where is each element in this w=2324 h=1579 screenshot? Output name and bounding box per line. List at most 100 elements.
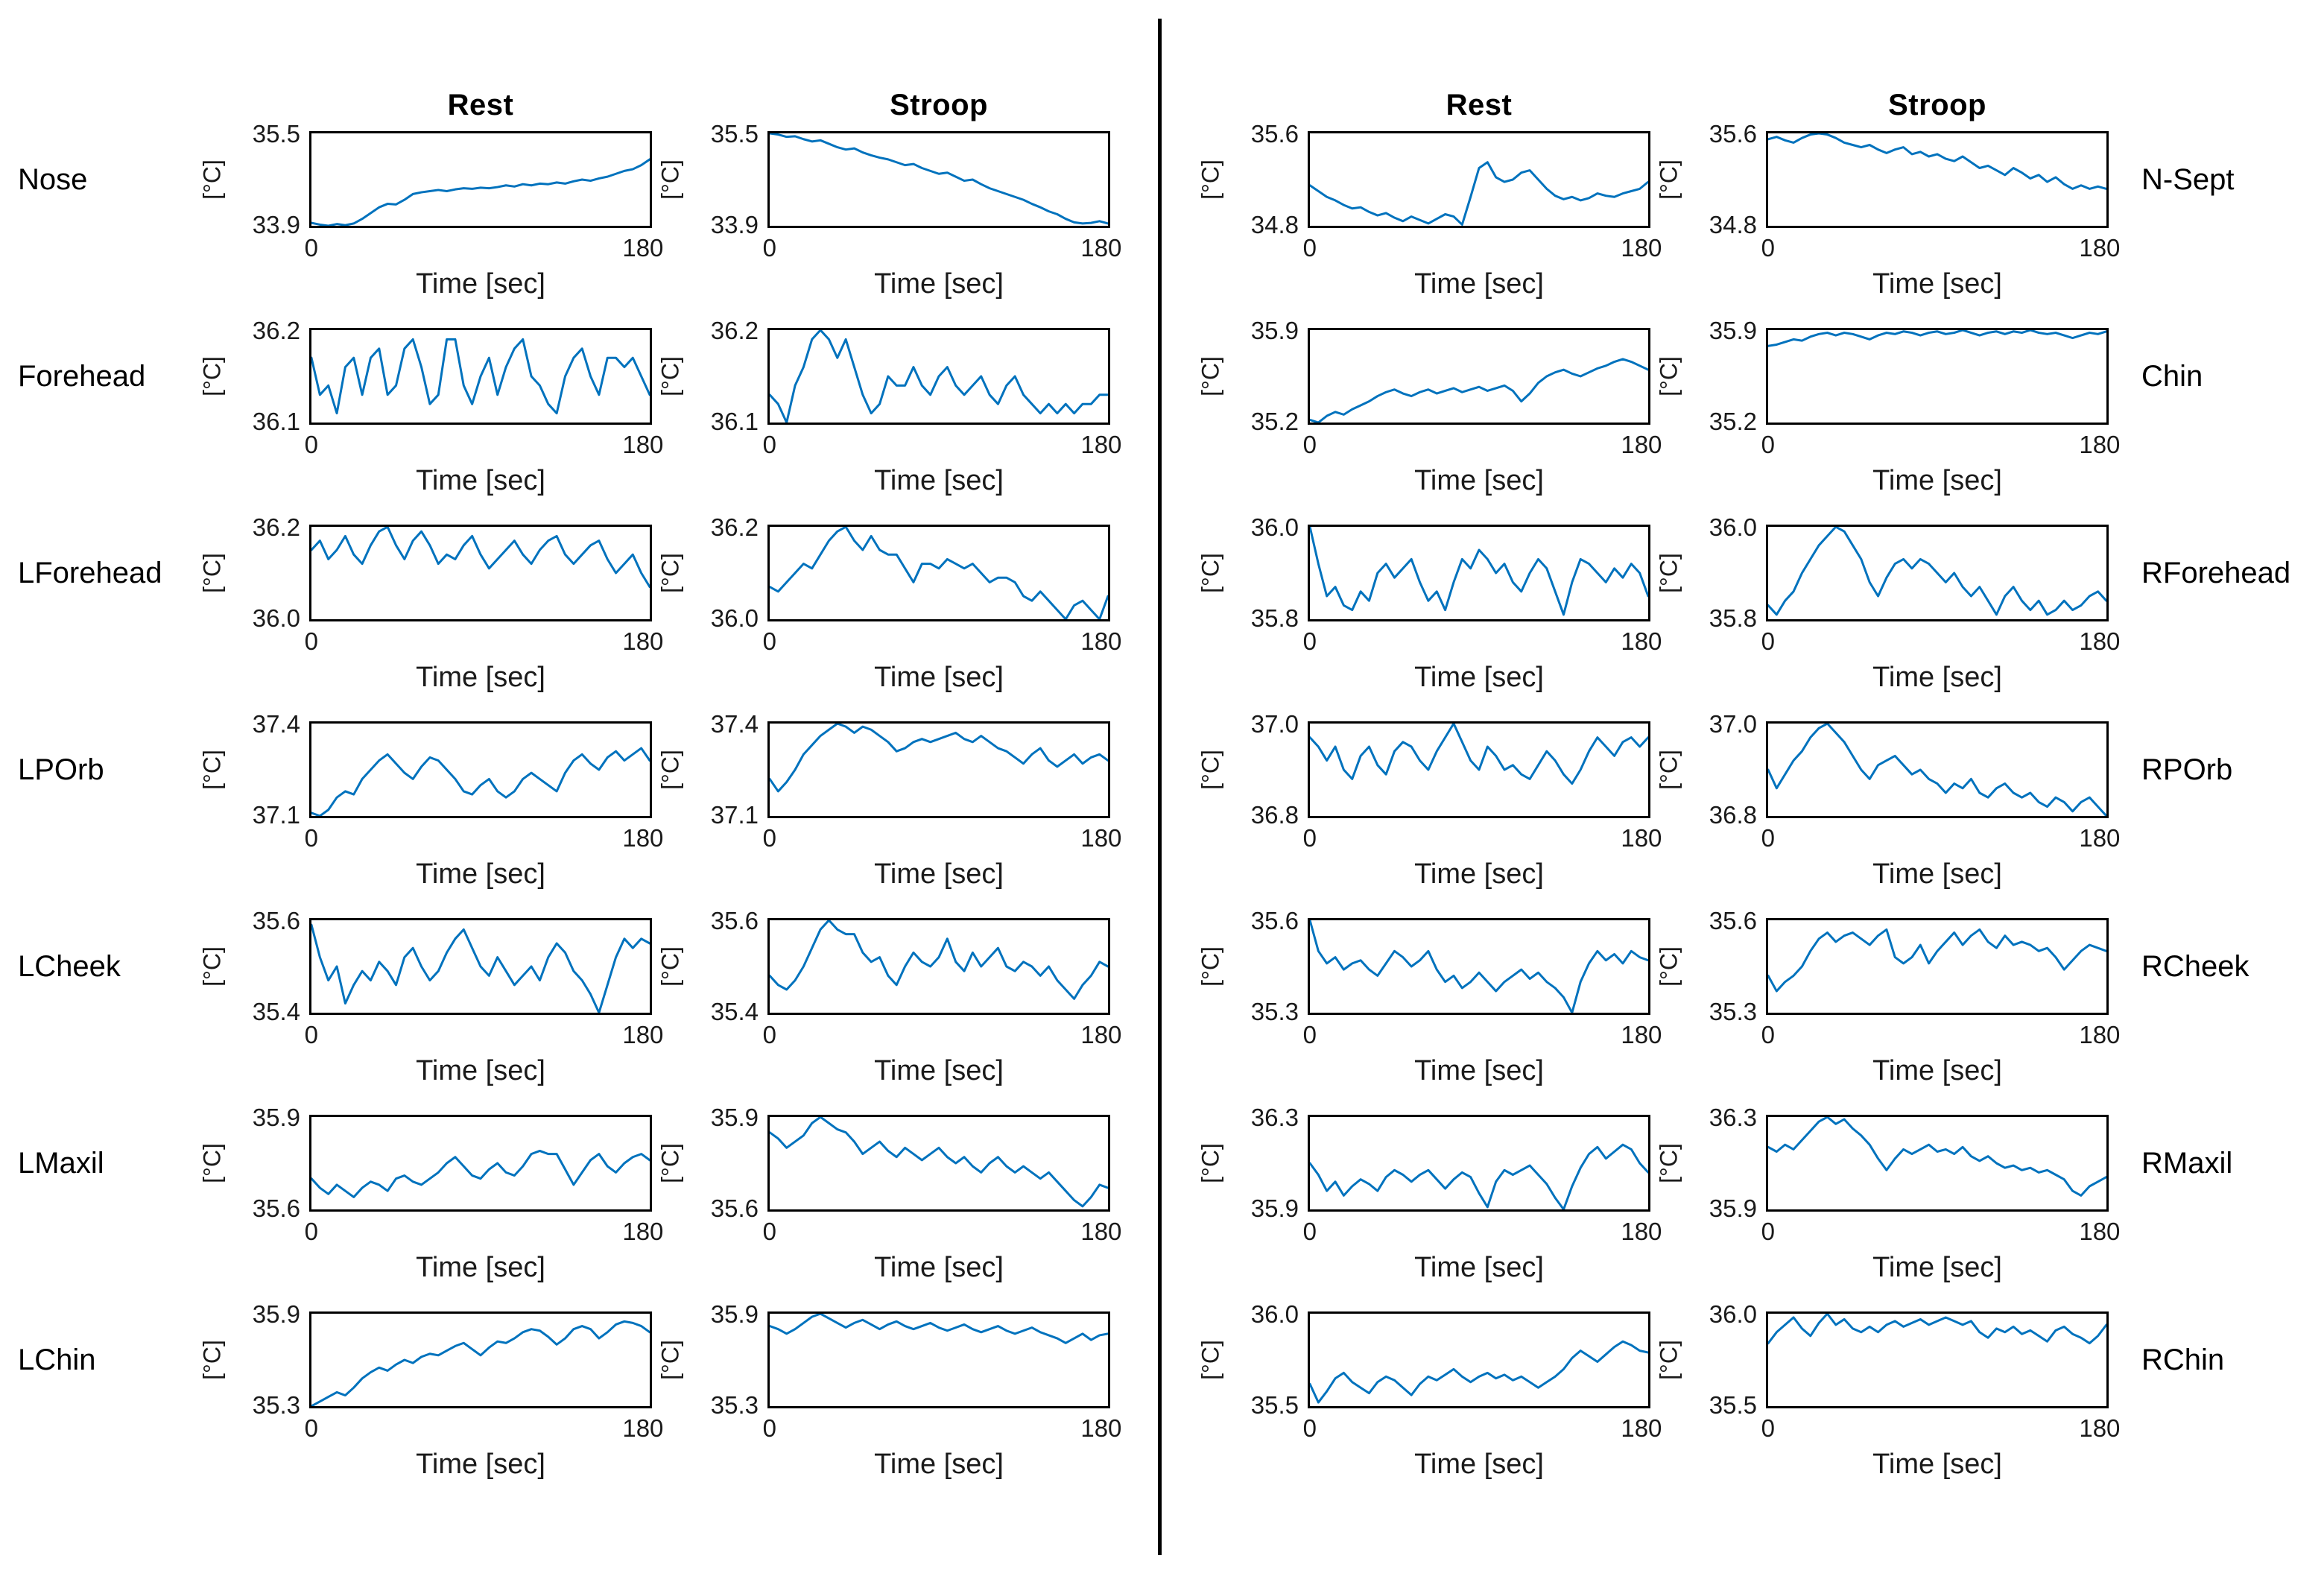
x-ticks: 0 180 bbox=[763, 1015, 1122, 1055]
plot-box-right-rchin-stroop bbox=[1766, 1311, 2109, 1408]
x-tick-min: 0 bbox=[762, 824, 776, 852]
x-axis-label: Time [sec] bbox=[1872, 1449, 2002, 1480]
plot-svg bbox=[311, 527, 650, 619]
y-axis-label-text: [°C] bbox=[1197, 553, 1224, 593]
y-axis-label-text: [°C] bbox=[656, 946, 684, 987]
y-tick-max: 35.6 bbox=[1250, 907, 1299, 934]
y-tick-max: 36.0 bbox=[1709, 513, 1757, 541]
y-tick-min: 35.5 bbox=[1709, 1391, 1757, 1419]
y-axis-label-text: [°C] bbox=[198, 159, 226, 200]
y-tick-min: 37.1 bbox=[252, 801, 300, 829]
y-ticks: 37.0 36.8 bbox=[1688, 710, 1766, 829]
y-axis-label-text: [°C] bbox=[198, 750, 226, 790]
plot-box-left-lchin-stroop bbox=[767, 1311, 1110, 1408]
plot-row-right-rmaxil-rest: [°C] 36.3 35.9 bbox=[1192, 1104, 1650, 1222]
chart-right-rchin-stroop: [°C] 36.0 35.5 0 180 Time [sec] bbox=[1650, 1300, 2121, 1508]
plot-row-left-lcheek-stroop: [°C] 35.6 35.4 bbox=[652, 907, 1110, 1025]
x-tick-max: 180 bbox=[1621, 234, 1662, 262]
chart-row-lforehead: LForehead [°C] 36.2 36.0 0 180 Time [sec] [°C] 3… bbox=[15, 513, 1122, 721]
x-ticks: 0 180 bbox=[1303, 818, 1662, 858]
x-tick-min: 0 bbox=[1761, 824, 1775, 852]
x-tick-min: 0 bbox=[762, 1414, 776, 1442]
x-ticks: 0 180 bbox=[1303, 1015, 1662, 1055]
y-axis-label-text: [°C] bbox=[1197, 750, 1224, 790]
plot-row-left-forehead-stroop: [°C] 36.2 36.1 bbox=[652, 317, 1110, 435]
y-tick-max: 35.9 bbox=[710, 1300, 759, 1328]
x-ticks: 0 180 bbox=[1303, 425, 1662, 465]
plot-box-right-chin-stroop bbox=[1766, 328, 2109, 425]
y-tick-max: 36.3 bbox=[1709, 1104, 1757, 1131]
column-title-rest: Rest bbox=[1446, 89, 1513, 121]
chart-right-rforehead-rest: [°C] 36.0 35.8 0 180 Time [sec] bbox=[1192, 513, 1662, 721]
y-ticks: 37.4 37.1 bbox=[689, 710, 767, 829]
x-ticks: 0 180 bbox=[305, 1212, 664, 1252]
x-tick-max: 180 bbox=[1621, 824, 1662, 852]
y-tick-max: 35.5 bbox=[710, 120, 759, 148]
chart-row-rforehead: [°C] 36.0 35.8 0 180 Time [sec] [°C] 36.0 35.8 0 1… bbox=[1192, 513, 2291, 721]
y-ticks: 35.6 35.3 bbox=[1688, 907, 1766, 1025]
plot-box-left-nose-stroop bbox=[767, 131, 1110, 228]
y-axis-label: [°C] bbox=[652, 328, 689, 425]
plot-svg bbox=[311, 133, 650, 226]
y-tick-max: 36.0 bbox=[1709, 1300, 1757, 1328]
y-axis-label: [°C] bbox=[652, 1311, 689, 1408]
y-axis-label: [°C] bbox=[194, 721, 231, 818]
x-tick-max: 180 bbox=[1080, 627, 1122, 655]
column-titles-right: Rest Stroop bbox=[1192, 60, 2287, 131]
plot-svg bbox=[311, 920, 650, 1013]
x-ticks: 0 180 bbox=[763, 621, 1122, 662]
y-ticks: 36.3 35.9 bbox=[1688, 1104, 1766, 1222]
x-tick-min: 0 bbox=[1302, 234, 1317, 262]
y-axis-label: [°C] bbox=[1192, 1311, 1229, 1408]
y-tick-max: 35.9 bbox=[252, 1300, 300, 1328]
y-axis-label-text: [°C] bbox=[1197, 1340, 1224, 1380]
y-axis-label: [°C] bbox=[1650, 1115, 1688, 1212]
y-axis-label-text: [°C] bbox=[656, 356, 684, 396]
plot-svg bbox=[770, 1117, 1108, 1209]
chart-left-nose-rest: [°C] 35.5 33.9 0 180 Time [sec] bbox=[194, 120, 664, 328]
x-tick-max: 180 bbox=[622, 431, 664, 458]
row-label-n-sept: N-Sept bbox=[2141, 162, 2235, 196]
series-line bbox=[1768, 133, 2106, 189]
y-tick-max: 35.9 bbox=[252, 1104, 300, 1131]
x-ticks: 0 180 bbox=[305, 425, 664, 465]
x-tick-min: 0 bbox=[1302, 431, 1317, 458]
x-tick-min: 0 bbox=[1302, 824, 1317, 852]
x-ticks: 0 180 bbox=[1303, 1408, 1662, 1449]
column-title-cell: Stroop bbox=[1650, 89, 2109, 131]
x-axis-label: Time [sec] bbox=[1414, 268, 1544, 300]
x-ticks: 0 180 bbox=[1761, 1212, 2121, 1252]
y-axis-label-text: [°C] bbox=[1655, 356, 1682, 396]
x-tick-min: 0 bbox=[304, 234, 318, 262]
y-ticks: 35.6 35.3 bbox=[1229, 907, 1308, 1025]
x-ticks: 0 180 bbox=[1761, 425, 2121, 465]
x-tick-max: 180 bbox=[2079, 824, 2121, 852]
chart-right-rforehead-stroop: [°C] 36.0 35.8 0 180 Time [sec] bbox=[1650, 513, 2121, 721]
y-ticks: 35.5 33.9 bbox=[231, 120, 309, 238]
plot-row-right-rporb-rest: [°C] 37.0 36.8 bbox=[1192, 710, 1650, 829]
y-ticks: 36.0 35.5 bbox=[1229, 1300, 1308, 1419]
row-label-cell: LForehead bbox=[15, 525, 194, 621]
row-label-rforehead: RForehead bbox=[2141, 556, 2291, 589]
plot-svg bbox=[770, 920, 1108, 1013]
plot-box-right-rmaxil-rest bbox=[1308, 1115, 1650, 1212]
chart-row-rporb: [°C] 37.0 36.8 0 180 Time [sec] [°C] 37.0 36.8 0 1… bbox=[1192, 710, 2287, 918]
x-tick-max: 180 bbox=[622, 1021, 664, 1048]
y-tick-max: 36.3 bbox=[1250, 1104, 1299, 1131]
x-tick-max: 180 bbox=[1621, 1414, 1662, 1442]
plot-svg bbox=[770, 330, 1108, 423]
x-axis-label: Time [sec] bbox=[416, 268, 545, 300]
y-axis-label: [°C] bbox=[1650, 918, 1688, 1015]
x-tick-min: 0 bbox=[304, 1218, 318, 1245]
y-ticks: 37.4 37.1 bbox=[231, 710, 309, 829]
y-axis-label: [°C] bbox=[1650, 328, 1688, 425]
x-ticks: 0 180 bbox=[1303, 228, 1662, 268]
plot-svg bbox=[770, 724, 1108, 816]
y-tick-max: 37.4 bbox=[252, 710, 300, 738]
x-tick-max: 180 bbox=[1080, 234, 1122, 262]
x-tick-min: 0 bbox=[1302, 1021, 1317, 1048]
plot-svg bbox=[1768, 133, 2106, 226]
chart-left-nose-stroop: [°C] 35.5 33.9 0 180 Time [sec] bbox=[652, 120, 1122, 328]
chart-right-rchin-rest: [°C] 36.0 35.5 0 180 Time [sec] bbox=[1192, 1300, 1662, 1508]
y-ticks: 35.6 35.4 bbox=[231, 907, 309, 1025]
